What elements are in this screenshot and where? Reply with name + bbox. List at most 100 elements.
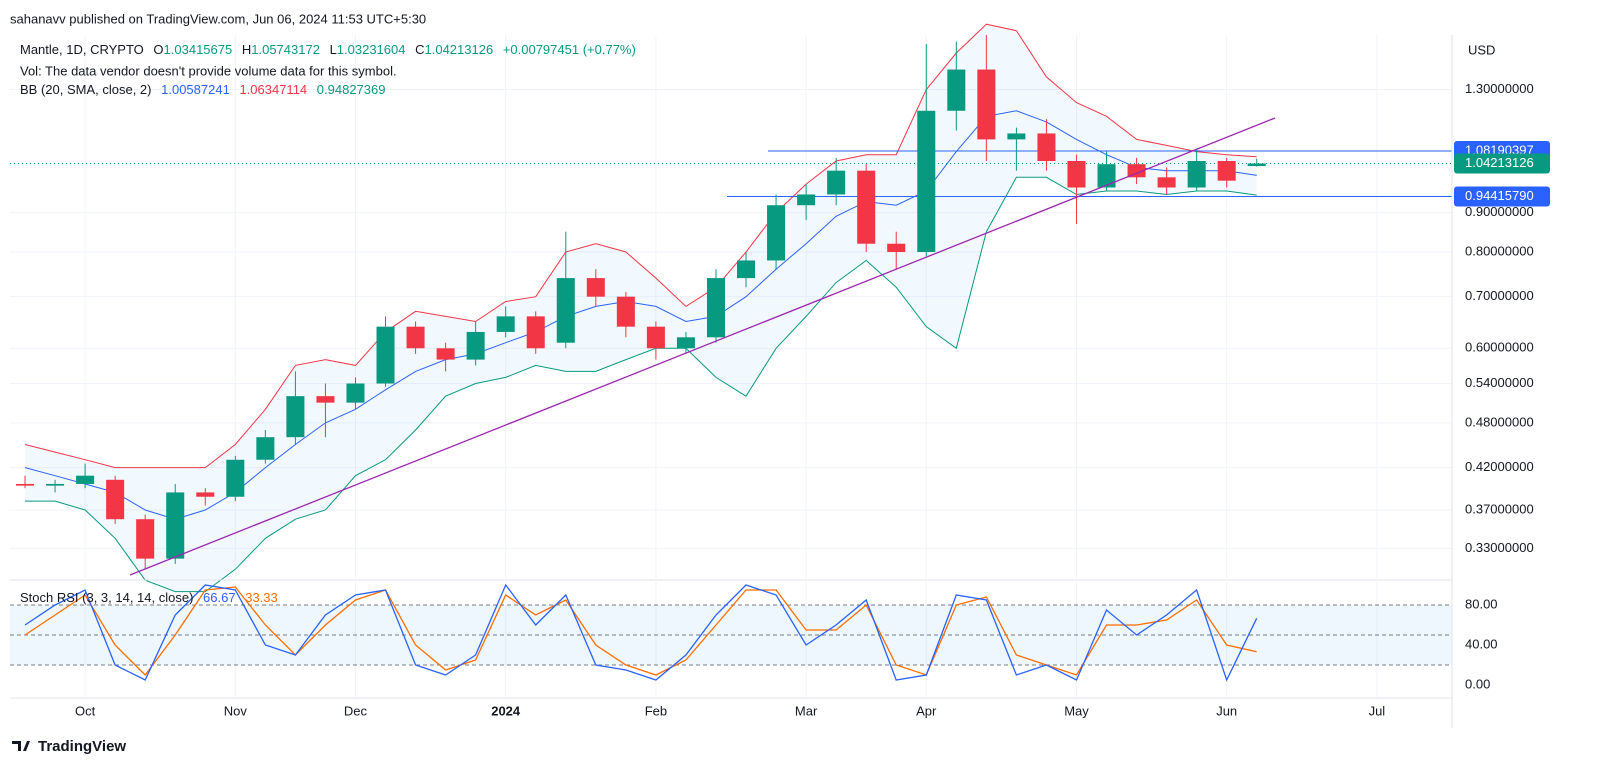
legend-letter: C	[415, 42, 424, 57]
candle-body	[76, 475, 95, 484]
x-tick-label: Apr	[916, 703, 937, 718]
legend-value: 1.03231604	[337, 42, 406, 57]
candle-body	[767, 205, 786, 261]
candle-body	[857, 170, 876, 244]
x-tick-label: Mar	[795, 703, 818, 718]
y-tick-label: 0.48000000	[1465, 414, 1534, 429]
brand-logo	[12, 741, 30, 751]
candle-body	[556, 278, 575, 343]
legend-value: 1.03415675	[164, 42, 233, 57]
y-tick-label: 0.42000000	[1465, 459, 1534, 474]
bb-lower-value: 0.94827369	[317, 82, 386, 97]
candle-body	[977, 69, 996, 140]
y-tick-label: 0.33000000	[1465, 540, 1534, 555]
ohlc-legend: Mantle, 1D, CRYPTO O1.03415675 H1.057431…	[20, 42, 636, 57]
price-pane	[10, 23, 1452, 593]
stoch-tick-label: 0.00	[1465, 676, 1490, 691]
candle-body	[1037, 133, 1056, 161]
candle-body	[737, 260, 756, 279]
stoch-tick-label: 40.00	[1465, 636, 1498, 651]
candle-body	[496, 316, 515, 332]
candle-body	[256, 437, 275, 460]
y-tick-label: 0.60000000	[1465, 340, 1534, 355]
band-fill	[25, 24, 1257, 592]
candle-body	[196, 492, 215, 497]
candle-body	[887, 243, 906, 252]
legend-value: 1.04213126	[425, 42, 494, 57]
stoch-tick-label: 80.00	[1465, 596, 1498, 611]
candle-body	[376, 326, 395, 384]
legend-letter: H	[242, 42, 251, 57]
stoch-legend: Stoch RSI (3, 3, 14, 14, close) 66.67 33…	[20, 590, 278, 605]
candle-body	[917, 110, 936, 252]
candle-body	[1097, 164, 1116, 188]
bb-legend: BB (20, SMA, close, 2) 1.00587241 1.0634…	[20, 82, 385, 97]
candle-body	[676, 337, 695, 349]
brand: TradingView	[38, 738, 126, 755]
stoch-pane	[10, 583, 1452, 682]
x-tick-label: Jun	[1216, 703, 1237, 718]
footer	[0, 732, 1600, 780]
candle-body	[436, 348, 455, 360]
y-tick-label: 0.54000000	[1465, 375, 1534, 390]
y-tick-label: 0.80000000	[1465, 243, 1534, 258]
bb-basis-value: 1.00587241	[161, 82, 230, 97]
candle-body	[346, 383, 365, 403]
stoch-k	[24, 583, 1258, 682]
bb-upper	[24, 23, 1257, 469]
candle-body	[1187, 160, 1206, 188]
candle-body	[827, 170, 846, 195]
candle-body	[1247, 163, 1266, 167]
y-tick-label: 0.37000000	[1465, 501, 1534, 516]
candle-body	[646, 326, 665, 349]
y-tick-label: 1.30000000	[1465, 81, 1534, 96]
candle-body	[586, 278, 605, 297]
candle-body	[316, 396, 335, 403]
price-badge-label: 1.04213126	[1465, 155, 1534, 170]
candle-body	[286, 396, 305, 438]
x-tick-label: Oct	[75, 703, 96, 718]
candle-body	[1007, 133, 1026, 140]
y-tick-label: 0.70000000	[1465, 288, 1534, 303]
legend-letter: O	[153, 42, 163, 57]
axes: 0.33000000 0.37000000 0.42000000 0.48000000…	[75, 81, 1550, 718]
candle-body	[1127, 164, 1146, 178]
candle-body	[46, 483, 65, 486]
volume-note: Vol: The data vendor doesn't provide vol…	[20, 63, 397, 78]
stoch-d	[24, 586, 1257, 676]
stoch-title: Stoch RSI (3, 3, 14, 14, close)	[20, 590, 193, 605]
stoch-d-value: 33.33	[245, 590, 278, 605]
currency: USD	[1468, 42, 1495, 57]
bb-title: BB (20, SMA, close, 2)	[20, 82, 152, 97]
candle-body	[1217, 160, 1236, 181]
bb-upper-value: 1.06347114	[239, 82, 307, 97]
price-badge	[1454, 153, 1550, 174]
candle-body	[1067, 160, 1086, 188]
x-tick-label: Jul	[1369, 703, 1386, 718]
candle-body	[136, 519, 155, 559]
x-tick-label: Dec	[344, 703, 368, 718]
bb-lower	[25, 176, 1257, 593]
candle-body	[526, 316, 545, 349]
candle-body	[797, 194, 816, 206]
x-tick-label: Nov	[224, 703, 248, 718]
symbol: Mantle, 1D, CRYPTO	[20, 42, 144, 57]
legend-letter: L	[330, 42, 337, 57]
stoch-k-value: 66.67	[203, 590, 236, 605]
candle-body	[106, 479, 125, 520]
price-badge	[1454, 186, 1550, 207]
x-tick-label: Feb	[645, 703, 667, 718]
candle-body	[706, 278, 725, 338]
legend-value: 1.05743172	[251, 42, 320, 57]
x-tick-label: 2024	[491, 703, 521, 718]
y-tick-label: 0.90000000	[1465, 204, 1534, 219]
candle-body	[406, 326, 425, 349]
author-line: sahanavv published on TradingView.com, J…	[10, 11, 426, 26]
legend-change: +0.00797451 (+0.77%)	[503, 42, 636, 57]
candle-body	[1157, 177, 1176, 188]
x-tick-label: May	[1064, 703, 1089, 718]
price-badge-label: 0.94415790	[1465, 188, 1534, 203]
candle-body	[466, 331, 485, 360]
